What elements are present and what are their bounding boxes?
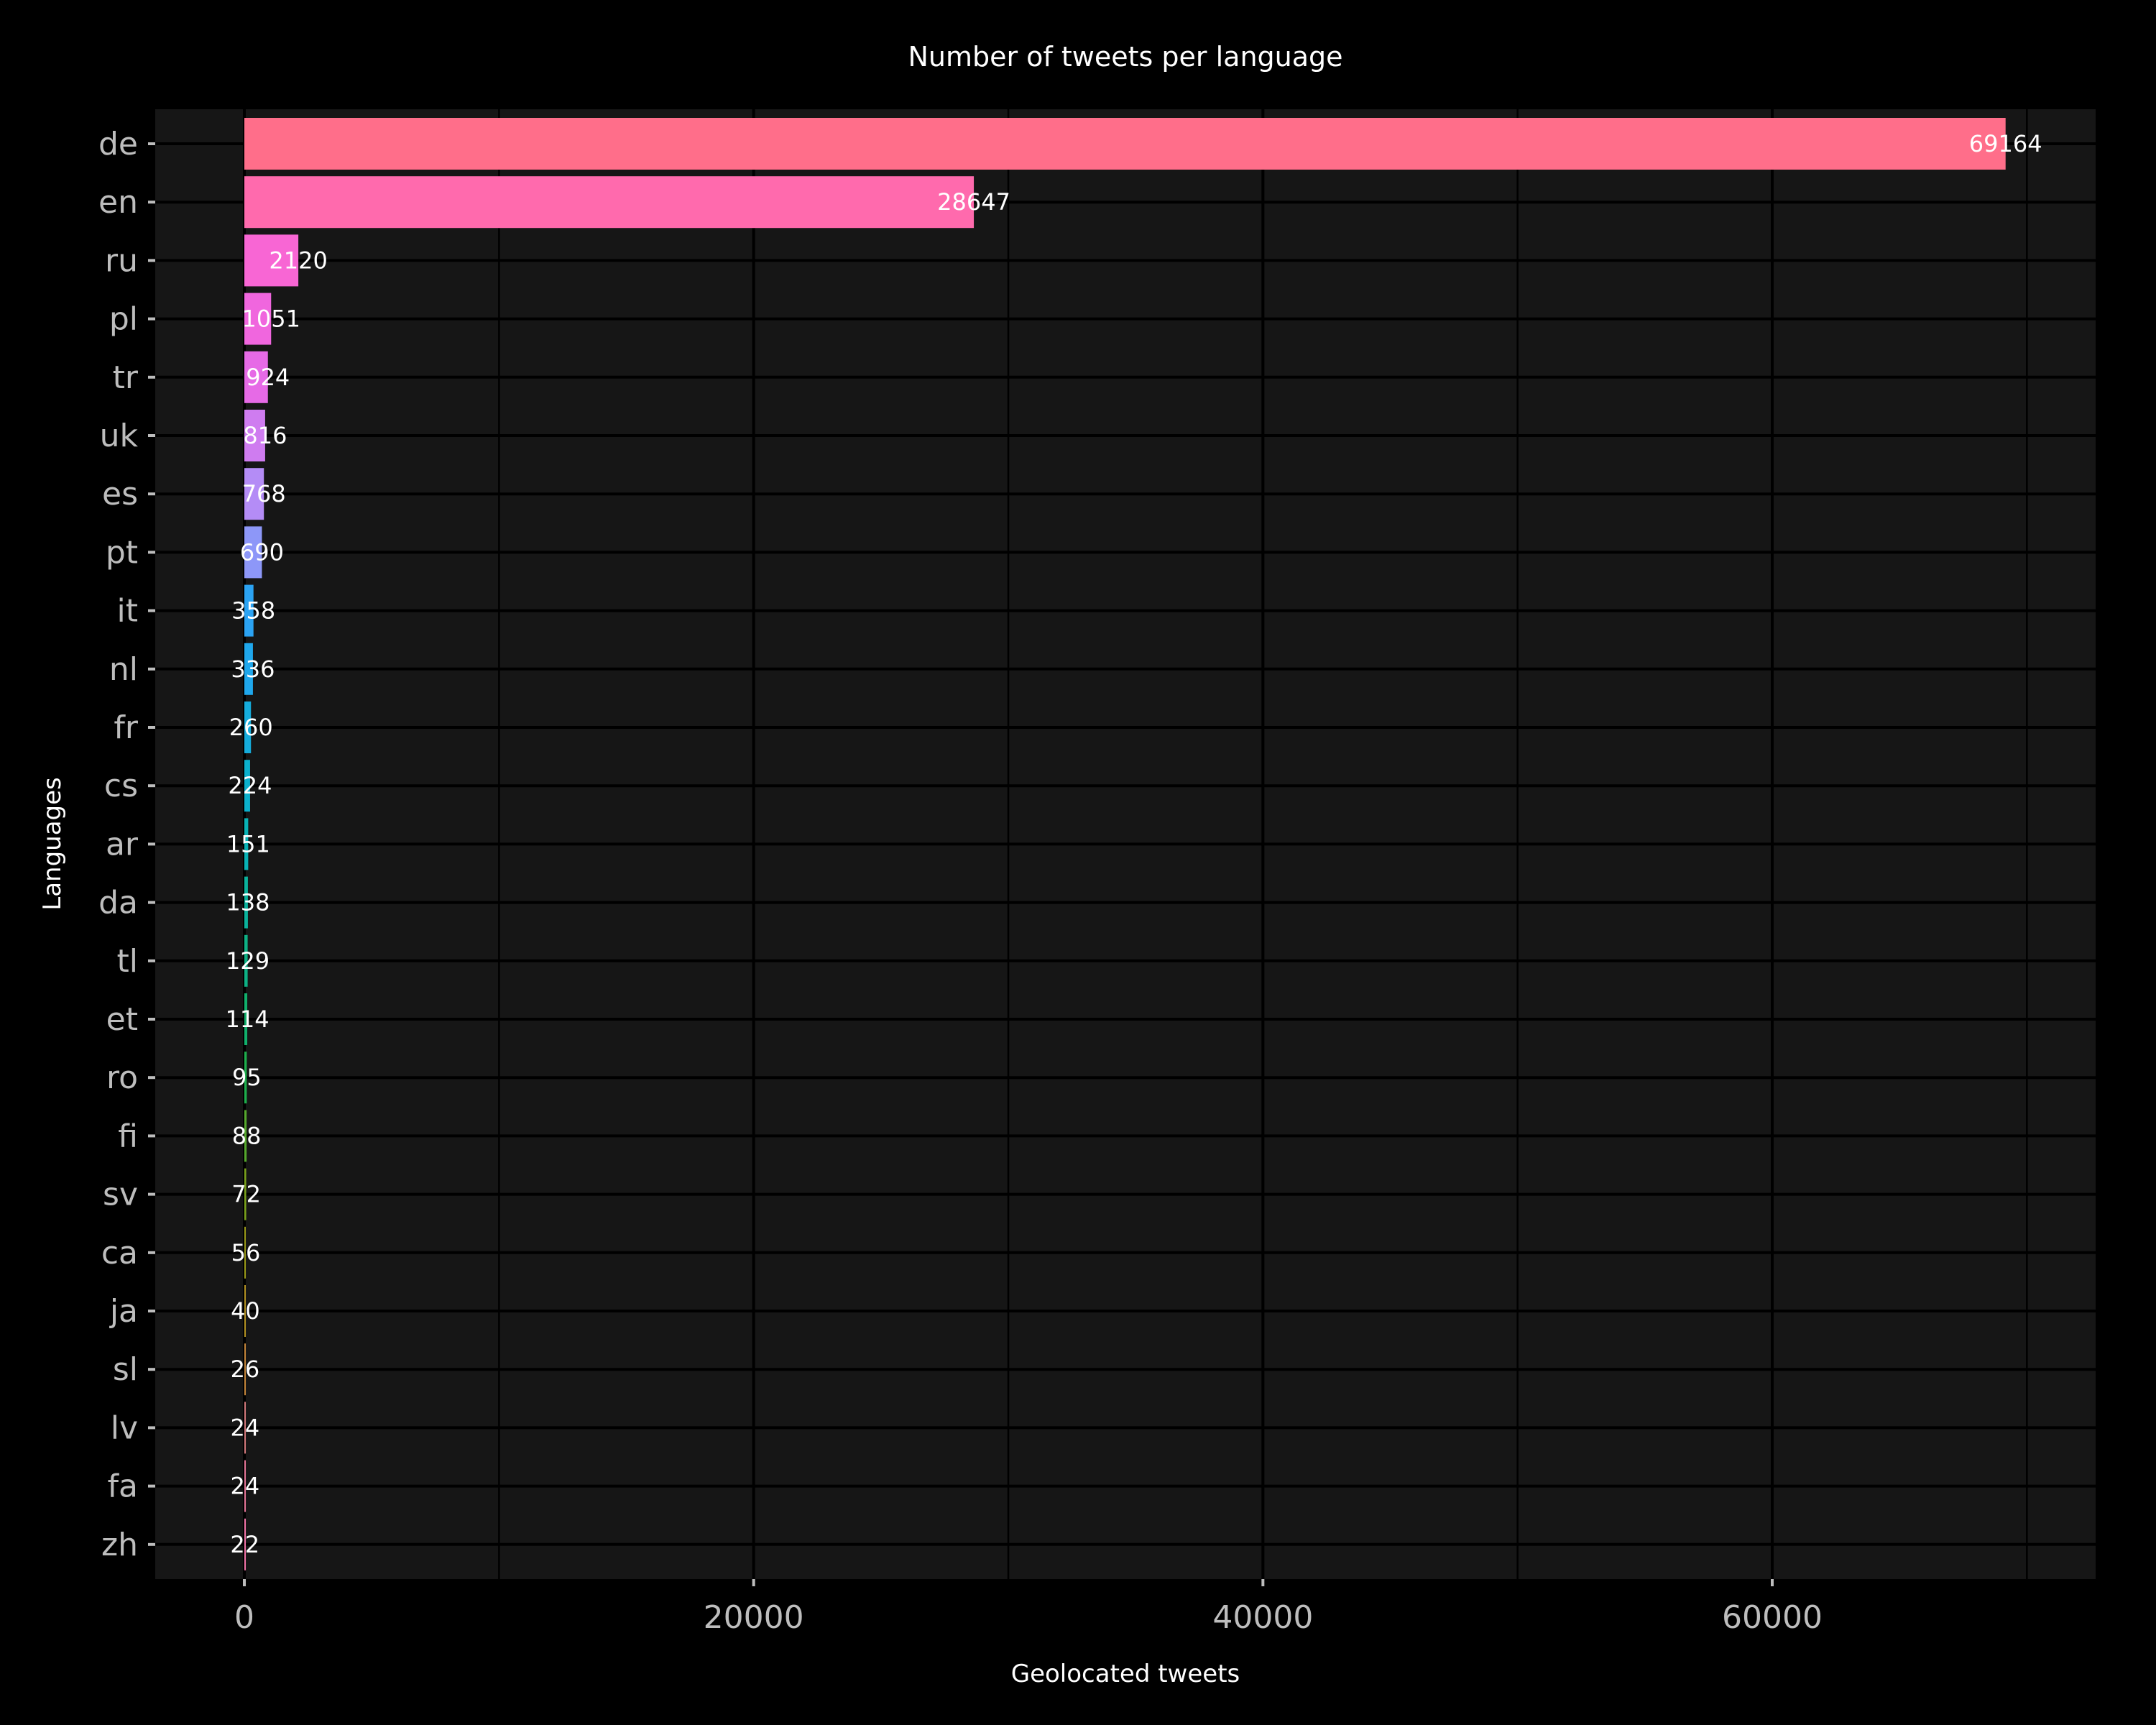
data-label-ru: 2120 (269, 247, 327, 274)
y-tick-label-en: en (98, 184, 138, 221)
y-tick-label-fa: fa (108, 1468, 138, 1505)
bar-pl (244, 293, 272, 345)
bar-da (244, 876, 248, 929)
data-label-tl: 129 (226, 947, 270, 975)
bar-et (244, 993, 248, 1045)
x-axis-ticks: 0 20000 40000 60000 (234, 1579, 1823, 1636)
data-label-es: 768 (242, 480, 286, 507)
y-tick-label-sl: sl (113, 1351, 138, 1388)
y-tick-label-uk: uk (100, 418, 139, 454)
bar-pt (244, 526, 262, 579)
data-label-fa: 24 (231, 1473, 260, 1500)
y-tick-label-ca: ca (101, 1235, 138, 1271)
y-tick-label-de: de (98, 126, 138, 162)
data-label-lv: 24 (231, 1414, 260, 1441)
y-axis-label: Languages (38, 777, 67, 911)
y-tick-label-ja: ja (109, 1293, 138, 1330)
y-tick-label-cs: cs (104, 768, 138, 804)
data-label-et: 114 (226, 1006, 270, 1033)
bar-de (244, 118, 2006, 170)
bar-it (244, 584, 254, 637)
y-tick-label-sv: sv (103, 1177, 138, 1213)
x-tick-label: 40000 (1212, 1599, 1313, 1636)
x-tick-label: 60000 (1722, 1599, 1823, 1636)
bar-zh (244, 1518, 247, 1570)
y-tick-label-pl: pl (109, 301, 138, 338)
data-label-da: 138 (226, 889, 270, 916)
bar-ru (244, 234, 299, 287)
y-tick-label-et: et (106, 1001, 138, 1038)
bar-es (244, 468, 264, 520)
bar-fr (244, 702, 252, 753)
y-tick-label-tl: tl (117, 943, 138, 980)
y-tick-label-da: da (98, 885, 138, 921)
data-label-tr: 924 (246, 364, 290, 391)
bar-fi (244, 1110, 247, 1162)
data-label-nl: 336 (231, 656, 275, 683)
data-label-it: 358 (231, 597, 275, 625)
y-tick-label-lv: lv (111, 1409, 138, 1446)
bar-sv (244, 1168, 247, 1220)
bar-uk (244, 410, 265, 461)
bar-tr (244, 351, 268, 403)
y-tick-label-tr: tr (113, 359, 139, 396)
y-tick-label-zh: zh (101, 1527, 138, 1563)
y-tick-label-ro: ro (106, 1059, 138, 1096)
data-label-ar: 151 (226, 830, 270, 857)
data-label-ro: 95 (232, 1064, 262, 1091)
x-axis-label: Geolocated tweets (1011, 1660, 1240, 1688)
y-tick-label-nl: nl (109, 651, 138, 688)
x-tick-label: 0 (234, 1599, 254, 1636)
data-label-fr: 260 (229, 714, 273, 741)
bar-en (244, 176, 975, 229)
y-axis-ticks: de en ru pl tr uk es pt it nl fr cs ar da tl et ro fi sv ca… (98, 126, 155, 1563)
data-label-de: 69164 (1969, 130, 2042, 157)
data-label-ca: 56 (231, 1239, 261, 1266)
y-tick-label-ar: ar (106, 826, 139, 862)
y-tick-label-fi: fi (118, 1118, 138, 1154)
bar-fa (244, 1460, 247, 1512)
bar-ca (244, 1226, 247, 1279)
chart-title: Number of tweets per language (908, 41, 1342, 73)
bar-lv (244, 1402, 247, 1454)
data-label-fi: 88 (232, 1122, 262, 1149)
y-tick-label-es: es (102, 476, 138, 512)
bar-tl (244, 934, 248, 987)
data-label-pt: 690 (240, 538, 284, 566)
data-label-cs: 224 (228, 772, 272, 799)
bar-cs (244, 760, 250, 812)
data-label-en: 28647 (937, 188, 1010, 216)
bar-nl (244, 643, 253, 695)
y-tick-label-pt: pt (106, 534, 138, 571)
y-tick-label-it: it (117, 593, 138, 630)
bar-ro (244, 1052, 247, 1104)
y-tick-label-fr: fr (114, 709, 138, 746)
data-label-pl: 1051 (242, 305, 300, 333)
bar-sl (244, 1343, 247, 1396)
y-tick-label-ru: ru (105, 242, 138, 279)
data-label-ja: 40 (231, 1297, 260, 1325)
bars (244, 118, 2006, 1570)
data-label-sv: 72 (231, 1181, 261, 1208)
bar-ja (244, 1285, 247, 1337)
x-tick-label: 20000 (704, 1599, 804, 1636)
data-labels: 69164 28647 2120 1051 924 816 768 690 358 336 260 2… (226, 130, 2042, 1558)
data-label-sl: 26 (231, 1356, 260, 1383)
bar-ar (244, 818, 249, 870)
data-label-uk: 816 (243, 422, 287, 449)
data-label-zh: 22 (230, 1531, 259, 1558)
